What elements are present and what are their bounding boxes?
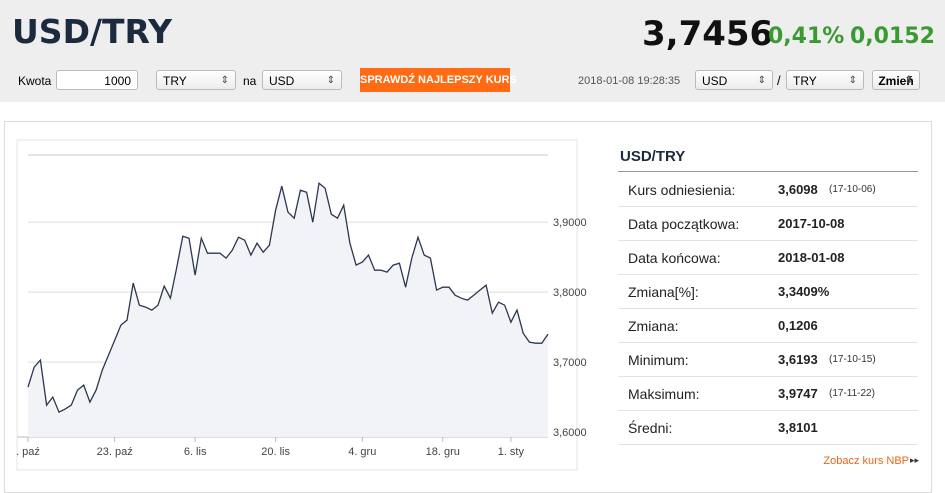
- stats-label: Kurs odniesienia:: [628, 182, 736, 198]
- stats-row-rule: [618, 342, 918, 343]
- header-bar: USD/TRY 3,7456 0,41% 0,0152 Kwota 1000 T…: [0, 0, 945, 102]
- stats-row-rule: [618, 410, 918, 411]
- pair-to-select[interactable]: TRY: [786, 70, 864, 91]
- stats-title: USD/TRY: [620, 148, 686, 165]
- from-select[interactable]: TRY: [156, 70, 236, 91]
- stats-date: (17-10-15): [829, 354, 876, 365]
- stats-row-rule: [618, 376, 918, 377]
- stats-label: Minimum:: [628, 352, 689, 368]
- separator: /: [777, 73, 781, 88]
- stats-label: Maksimum:: [628, 386, 700, 402]
- stats-row-rule: [618, 308, 918, 309]
- x-tick-label: 20. lis: [261, 446, 290, 458]
- y-tick-label: 3,6000: [553, 427, 587, 439]
- stats-label: Zmiana[%]:: [628, 284, 699, 300]
- stats-value: 2017-10-08: [778, 216, 845, 231]
- y-tick-label: 3,9000: [553, 217, 587, 229]
- stats-label: Data początkowa:: [628, 216, 740, 232]
- link-arrows: ▸▸: [910, 455, 920, 465]
- stats-table: USD/TRY Kurs odniesienia: 3,6098 (17-10-06…: [618, 140, 918, 460]
- switch-button[interactable]: Zmień: [872, 70, 920, 91]
- stats-rule: [618, 171, 918, 172]
- page: USD/TRY 3,7456 0,41% 0,0152 Kwota 1000 T…: [0, 0, 945, 482]
- change-abs: 0,0152: [850, 24, 935, 49]
- x-tick-label: 4. gru: [348, 446, 376, 458]
- x-tick-label: 6. lis: [184, 446, 207, 458]
- chart-frame: [16, 139, 578, 471]
- y-tick-label: 3,7000: [553, 357, 587, 369]
- price-line: [27, 181, 549, 413]
- stats-value: 3,3409%: [778, 284, 830, 299]
- timestamp: 2018-01-08 19:28:35: [578, 75, 681, 87]
- stats-label: Data końcowa:: [628, 250, 721, 266]
- stats-date: (17-10-06): [829, 184, 876, 195]
- stats-value: 3,8101: [778, 420, 818, 435]
- x-tick-label: 23. paź: [97, 446, 133, 458]
- chart: 3,6000 3,7000 3,8000 3,9000 . paź 23. paź 6. l…: [16, 139, 587, 471]
- stats-label: Średni:: [628, 420, 673, 436]
- price: 3,7456: [642, 14, 774, 54]
- x-tick-label: 18. gru: [426, 446, 460, 458]
- stats-row-rule: [618, 206, 918, 207]
- connector: na: [243, 74, 257, 88]
- amount-input[interactable]: 1000: [56, 70, 138, 90]
- y-tick-label: 3,8000: [553, 287, 587, 299]
- stats-value: 2018-01-08: [778, 250, 845, 265]
- stats-value: 3,6193: [778, 352, 818, 367]
- pair-title: USD/TRY: [12, 12, 173, 51]
- stats-date: (17-11-22): [829, 388, 875, 399]
- x-tick-label: . paź: [16, 446, 40, 458]
- stats-row-rule: [618, 444, 918, 445]
- stats-value: 3,6098: [778, 182, 818, 197]
- area-fill: [28, 183, 548, 437]
- change-pct: 0,41%: [768, 24, 845, 49]
- stats-value: 3,9747: [778, 386, 818, 401]
- stats-label: Zmiana:: [628, 318, 679, 334]
- check-button[interactable]: SPRAWDŹ NAJLEPSZY KURS: [360, 68, 517, 92]
- amount-label: Kwota: [18, 74, 52, 88]
- pair-from-select[interactable]: USD: [695, 70, 773, 91]
- x-tick-label: 1. sty: [498, 446, 525, 458]
- nbp-link[interactable]: Zobacz kurs NBP: [823, 455, 909, 467]
- stats-value: 0,1206: [778, 318, 818, 333]
- to-select[interactable]: USD: [262, 70, 342, 91]
- stats-row-rule: [618, 274, 918, 275]
- stats-row-rule: [618, 240, 918, 241]
